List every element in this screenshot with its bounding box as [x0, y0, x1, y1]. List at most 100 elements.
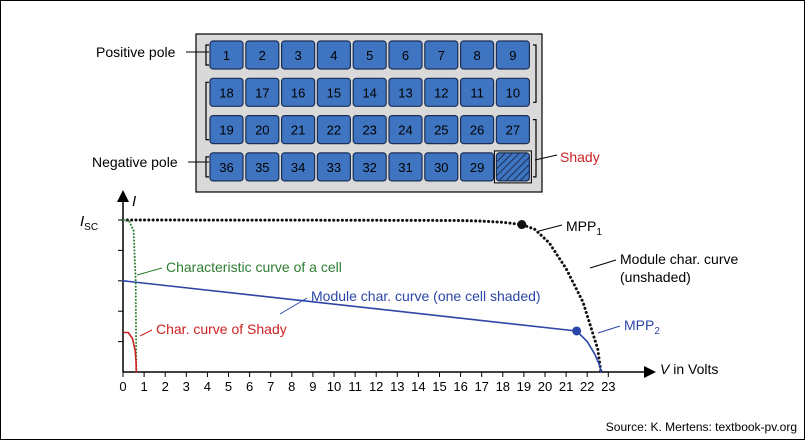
iv-curves: [121, 218, 603, 374]
cell-number: 29: [470, 160, 484, 175]
y-axis-label: I: [132, 193, 136, 210]
series-line-1: [122, 280, 602, 373]
x-tick-label: 21: [559, 379, 573, 394]
string-connector: [205, 81, 209, 141]
cell-number: 14: [362, 85, 376, 100]
x-tick-label: 6: [246, 379, 253, 394]
cell-18: [209, 77, 244, 107]
cell-number: 2: [259, 48, 266, 63]
isc-label-sub: SC: [84, 222, 98, 233]
cell-19: [209, 114, 244, 145]
cell-number: 20: [255, 123, 269, 138]
cell-27: [495, 114, 530, 145]
cell-30: [424, 152, 459, 182]
cell-number: 17: [255, 85, 269, 100]
x-tick-label: 19: [517, 379, 531, 394]
cell-number: 25: [434, 123, 448, 138]
x-tick-label: 8: [288, 379, 295, 394]
cell-number: 19: [219, 123, 233, 138]
cell-10: [495, 77, 530, 107]
x-tick-label: 18: [496, 379, 510, 394]
cell-34: [281, 152, 316, 182]
series-line-2: [122, 219, 138, 373]
cell-number: 8: [473, 48, 480, 63]
pole-terminal: [205, 156, 209, 178]
cell-number: 34: [291, 160, 305, 175]
x-tick-label: 22: [580, 379, 594, 394]
isc-label-main: I: [80, 213, 84, 230]
series-line-3: [123, 331, 138, 373]
x-tick-label: 14: [411, 379, 425, 394]
cell-3: [281, 40, 316, 70]
cell-36: [209, 152, 244, 182]
cell-13: [388, 77, 423, 107]
string-connectors: [205, 44, 537, 178]
x-tick-label: 4: [204, 379, 211, 394]
cell-12: [424, 77, 459, 107]
shady-outline: [493, 150, 532, 184]
mpp1-label: MPP1: [566, 218, 602, 238]
unshaded-module-curve-label: Module char. curve: [620, 251, 738, 267]
unshaded-module-curve-leader: [589, 259, 617, 269]
cell-4: [316, 40, 351, 70]
cell-number: 5: [366, 48, 373, 63]
cell-11: [460, 77, 495, 107]
cell-number: 13: [398, 85, 412, 100]
cell-24: [388, 114, 423, 145]
cell-number: 30: [434, 160, 448, 175]
x-axis-label: V in Volts: [660, 361, 718, 377]
unshaded-module-curve-label-line2: (unshaded): [620, 269, 691, 285]
x-tick-label: 12: [369, 379, 383, 394]
x-tick-label: 0: [119, 379, 126, 394]
cell-26: [460, 114, 495, 145]
x-tick-label: 16: [453, 379, 467, 394]
shady-leader: [534, 154, 558, 161]
cell-curve-label: Characteristic curve of a cell: [166, 259, 342, 275]
series-line-0: [121, 218, 603, 374]
shady-curve-leader: [139, 329, 153, 337]
isc-label: ISC: [80, 213, 98, 233]
x-axis-label-main: V: [660, 361, 671, 377]
x-tick-label: 9: [309, 379, 316, 394]
cell-35: [245, 152, 280, 182]
cell-number: 23: [362, 123, 376, 138]
cell-number: 36: [219, 160, 233, 175]
cell-number: 12: [434, 85, 448, 100]
cell-6: [388, 40, 423, 70]
string-connector: [533, 44, 537, 103]
cell-15: [316, 77, 351, 107]
cell-number: 1: [223, 48, 230, 63]
cell-curve-leader: [136, 267, 163, 276]
cell-number: 4: [330, 48, 337, 63]
shady-curve-label: Char. curve of Shady: [156, 321, 287, 337]
cell-33: [316, 152, 351, 182]
cell-number: 22: [327, 123, 341, 138]
cell-21: [281, 114, 316, 145]
mpp1-leader: [538, 224, 563, 232]
cell-number: 16: [291, 85, 305, 100]
x-tick-label: 3: [183, 379, 190, 394]
mpp-points: [517, 220, 582, 336]
cell-32: [352, 152, 387, 182]
shady-label: Shady: [560, 149, 600, 165]
cell-number: 35: [255, 160, 269, 175]
mpp1-label-main: MPP: [566, 218, 596, 234]
cell-number: 26: [470, 123, 484, 138]
negative-pole-label: Negative pole: [92, 154, 178, 170]
cell-number: 3: [294, 48, 301, 63]
cell-22: [316, 114, 351, 145]
cell-number: 11: [470, 85, 484, 100]
x-tick-label: 13: [390, 379, 404, 394]
cell-number: 21: [291, 123, 305, 138]
cell-7: [424, 40, 459, 70]
x-tick-label: 15: [432, 379, 446, 394]
positive-pole-label: Positive pole: [96, 44, 176, 60]
y-axis-ticks: [118, 219, 123, 343]
cell-shady: [495, 152, 530, 182]
cell-number: 15: [327, 85, 341, 100]
mpp2-label-main: MPP: [624, 317, 654, 333]
x-tick-label: 10: [327, 379, 341, 394]
x-tick-label: 11: [348, 379, 362, 394]
iv-chart: 0 1 2 3 4 5 6 7 8 9 10 11 12 13 14 15 16 17 18 19 20 21 22 23 I…: [80, 190, 738, 394]
